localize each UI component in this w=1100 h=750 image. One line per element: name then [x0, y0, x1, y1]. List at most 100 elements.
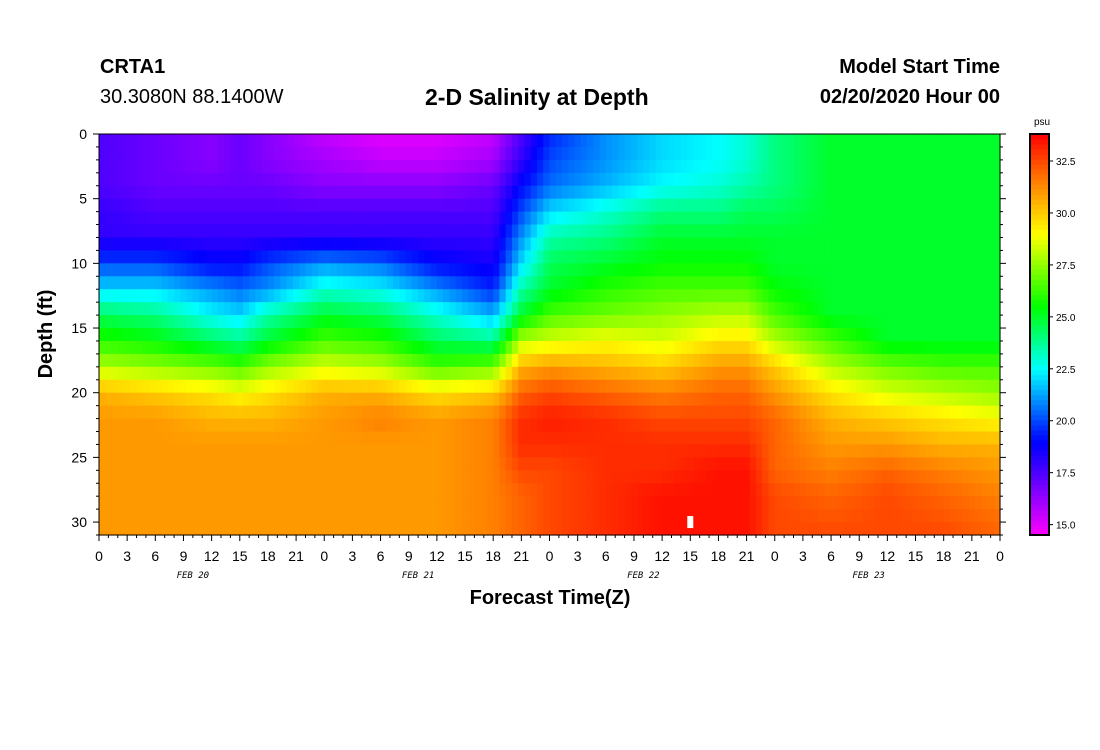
heatmap-cell: [299, 392, 307, 407]
heatmap-cell: [912, 289, 920, 303]
heatmap-cell: [849, 315, 857, 329]
heatmap-cell: [812, 496, 820, 510]
heatmap-cell: [624, 185, 632, 200]
heatmap-cell: [117, 496, 125, 510]
heatmap-cell: [399, 224, 407, 239]
heatmap-cell: [105, 496, 113, 510]
heatmap-cell: [424, 483, 432, 497]
heatmap-cell: [405, 379, 413, 394]
heatmap-cell: [868, 172, 876, 187]
heatmap-cell: [874, 250, 882, 264]
heatmap-cell: [205, 457, 213, 471]
heatmap-cell: [224, 444, 231, 458]
heatmap-cell: [874, 302, 882, 316]
heatmap-cell: [937, 457, 945, 471]
heatmap-cell: [242, 509, 250, 523]
heatmap-cell: [286, 159, 294, 174]
heatmap-cell: [343, 509, 350, 523]
heatmap-cell: [361, 509, 369, 523]
heatmap-cell: [180, 185, 188, 200]
heatmap-cell: [799, 237, 807, 252]
heatmap-cell: [330, 224, 338, 239]
heatmap-cell: [937, 444, 945, 458]
heatmap-cell: [336, 470, 344, 484]
heatmap-cell: [418, 379, 425, 394]
heatmap-cell: [630, 211, 638, 226]
heatmap-cell: [461, 405, 469, 420]
heatmap-cell: [418, 159, 425, 174]
heatmap-cell: [874, 431, 882, 446]
heatmap-cell: [455, 172, 463, 187]
heatmap-cell: [662, 263, 669, 277]
heatmap-cell: [837, 315, 845, 329]
heatmap-cell: [993, 237, 1001, 252]
heatmap-cell: [317, 353, 325, 368]
heatmap-cells: [99, 134, 1001, 536]
heatmap-cell: [299, 134, 307, 148]
heatmap-cell: [405, 509, 413, 523]
heatmap-cell: [824, 146, 832, 161]
heatmap-cell: [918, 146, 926, 161]
heatmap-cell: [687, 302, 695, 316]
heatmap-cell: [393, 289, 400, 303]
heatmap-cell: [893, 457, 901, 471]
heatmap-cell: [887, 522, 895, 536]
heatmap-cell: [149, 315, 156, 329]
heatmap-cell: [236, 444, 244, 458]
heatmap-cell: [612, 509, 619, 523]
heatmap-cell: [874, 457, 882, 471]
heatmap-cell: [449, 263, 457, 277]
heatmap-cell: [987, 211, 995, 226]
heatmap-cell: [167, 289, 175, 303]
heatmap-cell: [849, 366, 857, 381]
heatmap-cell: [199, 289, 206, 303]
heatmap-cell: [924, 366, 932, 381]
heatmap-cell: [236, 198, 244, 213]
heatmap-cell: [274, 444, 282, 458]
heatmap-cell: [186, 470, 194, 484]
heatmap-cell: [624, 134, 632, 148]
heatmap-cell: [317, 302, 325, 316]
heatmap-cell: [943, 250, 951, 264]
heatmap-cell: [149, 159, 156, 174]
heatmap-cell: [261, 379, 269, 394]
heatmap-cell: [674, 379, 682, 394]
heatmap-cell: [480, 353, 488, 368]
heatmap-cell: [436, 353, 444, 368]
heatmap-cell: [755, 470, 763, 484]
heatmap-cell: [111, 457, 119, 471]
heatmap-cell: [505, 224, 513, 239]
heatmap-cell: [974, 250, 982, 264]
heatmap-cell: [117, 198, 125, 213]
heatmap-cell: [480, 302, 488, 316]
heatmap-cell: [768, 263, 776, 277]
heatmap-cell: [806, 509, 813, 523]
heatmap-cell: [424, 250, 432, 264]
heatmap-cell: [868, 431, 876, 446]
heatmap-cell: [205, 250, 213, 264]
heatmap-cell: [587, 457, 594, 471]
heatmap-cell: [468, 289, 476, 303]
heatmap-cell: [424, 366, 432, 381]
heatmap-cell: [724, 224, 732, 239]
heatmap-cell: [968, 379, 976, 394]
heatmap-cell: [705, 379, 713, 394]
heatmap-cell: [292, 444, 300, 458]
heatmap-cell: [499, 172, 507, 187]
heatmap-cell: [267, 315, 275, 329]
heatmap-cell: [355, 431, 363, 446]
heatmap-cell: [993, 315, 1001, 329]
heatmap-cell: [336, 392, 344, 407]
heatmap-cell: [824, 405, 832, 420]
heatmap-cell: [230, 522, 238, 536]
heatmap-cell: [543, 289, 551, 303]
heatmap-cell: [205, 418, 213, 433]
heatmap-cell: [424, 302, 432, 316]
heatmap-cell: [637, 134, 644, 148]
heatmap-cell: [99, 431, 106, 446]
heatmap-cell: [461, 211, 469, 226]
heatmap-cell: [386, 457, 394, 471]
heatmap-cell: [599, 431, 607, 446]
heatmap-cell: [893, 353, 901, 368]
heatmap-cell: [712, 483, 720, 497]
